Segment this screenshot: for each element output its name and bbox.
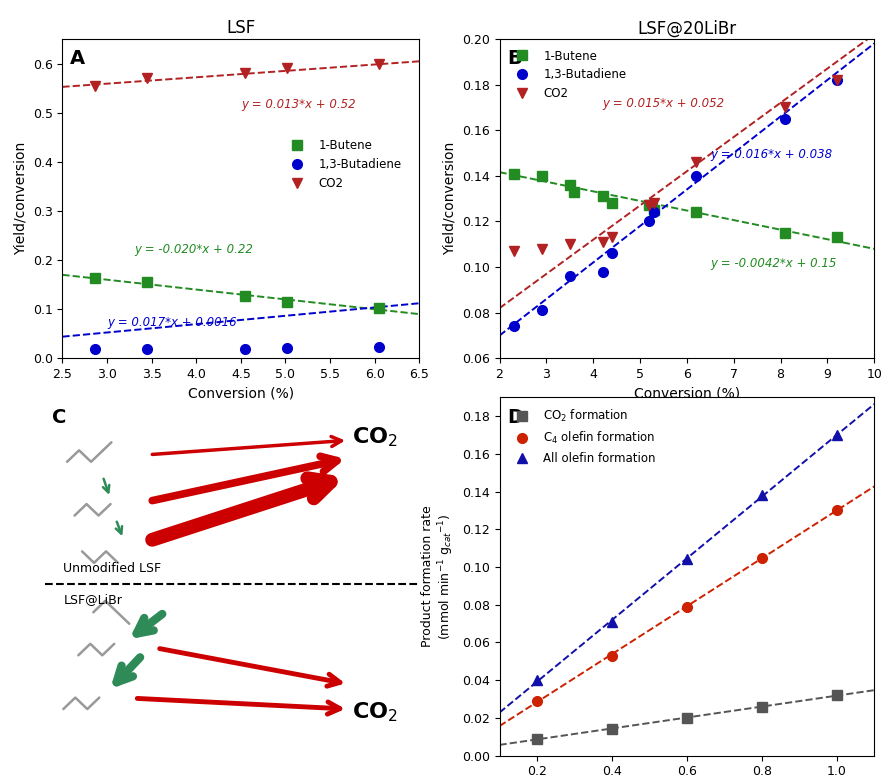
CO2 (644, 201, 655, 210)
1-Butene (240, 292, 251, 301)
CO$_2$ formation (831, 691, 842, 700)
CO$_2$ formation (532, 734, 542, 743)
1-Butene (282, 297, 293, 306)
Y-axis label: Yield/conversion: Yield/conversion (442, 142, 456, 256)
Text: y = 0.015*x + 0.052: y = 0.015*x + 0.052 (603, 97, 724, 111)
Line: CO$_2$ formation: CO$_2$ formation (533, 690, 841, 743)
Text: y = -0.020*x + 0.22: y = -0.020*x + 0.22 (134, 243, 252, 256)
CO$_2$ formation (607, 724, 617, 734)
CO2 (690, 157, 701, 167)
Text: B: B (507, 48, 522, 68)
Text: y = -0.0042*x + 0.15: y = -0.0042*x + 0.15 (710, 257, 837, 270)
C$_4$ olefin formation (607, 651, 617, 661)
Text: y = 0.017*x + 0.0016: y = 0.017*x + 0.0016 (107, 316, 236, 330)
Text: y = 0.016*x + 0.038: y = 0.016*x + 0.038 (710, 147, 832, 160)
1,3-Butadiene (536, 306, 547, 315)
Line: CO2: CO2 (91, 58, 384, 90)
CO2 (240, 69, 251, 78)
CO$_2$ formation (756, 702, 767, 711)
Y-axis label: Product formation rate
(mmol min$^{-1}$ g$_{cat}$$^{-1}$): Product formation rate (mmol min$^{-1}$ … (421, 506, 456, 647)
CO2 (565, 240, 575, 249)
1-Butene (690, 208, 701, 217)
1,3-Butadiene (780, 115, 790, 124)
CO$_2$ formation (681, 714, 692, 723)
1,3-Butadiene (142, 345, 153, 354)
All olefin formation (831, 430, 842, 439)
1-Butene (607, 199, 617, 208)
Legend: CO$_2$ formation, C$_4$ olefin formation, All olefin formation: CO$_2$ formation, C$_4$ olefin formation… (506, 404, 660, 470)
1,3-Butadiene (565, 272, 575, 281)
CO2 (142, 73, 153, 83)
Text: Unmodified LSF: Unmodified LSF (63, 562, 161, 575)
C$_4$ olefin formation (756, 553, 767, 562)
CO2 (648, 199, 659, 208)
1-Butene (565, 180, 575, 189)
CO2 (831, 76, 842, 85)
1-Butene (598, 192, 608, 201)
Legend: 1-Butene, 1,3-Butadiene, CO2: 1-Butene, 1,3-Butadiene, CO2 (506, 45, 631, 105)
X-axis label: Conversion (%): Conversion (%) (634, 386, 739, 400)
Line: All olefin formation: All olefin formation (533, 430, 841, 685)
1-Butene (536, 171, 547, 181)
Legend: 1-Butene, 1,3-Butadiene, CO2: 1-Butene, 1,3-Butadiene, CO2 (281, 134, 406, 195)
CO2 (607, 233, 617, 242)
1,3-Butadiene (90, 344, 101, 354)
1-Butene (142, 277, 153, 287)
1,3-Butadiene (598, 267, 608, 277)
Text: CO$_2$: CO$_2$ (351, 425, 398, 449)
1,3-Butadiene (282, 344, 293, 353)
Line: 1-Butene: 1-Butene (508, 169, 841, 242)
1,3-Butadiene (240, 344, 251, 353)
1-Butene (831, 233, 842, 242)
Text: LSF@LiBr: LSF@LiBr (63, 593, 122, 605)
Line: 1,3-Butadiene: 1,3-Butadiene (508, 75, 841, 331)
1-Butene (644, 201, 655, 210)
Text: C: C (52, 408, 67, 427)
1,3-Butadiene (831, 76, 842, 85)
1-Butene (569, 187, 580, 196)
Line: 1-Butene: 1-Butene (91, 273, 384, 313)
Line: 1,3-Butadiene: 1,3-Butadiene (91, 342, 384, 354)
Line: C$_4$ olefin formation: C$_4$ olefin formation (533, 506, 841, 706)
CO2 (780, 103, 790, 112)
CO2 (374, 59, 384, 69)
All olefin formation (532, 675, 542, 685)
1,3-Butadiene (648, 208, 659, 217)
Y-axis label: Yield/conversion: Yield/conversion (13, 142, 27, 256)
Text: A: A (70, 48, 85, 68)
All olefin formation (756, 491, 767, 500)
X-axis label: Conversion (%): Conversion (%) (188, 386, 293, 400)
Title: LSF@20LiBr: LSF@20LiBr (637, 19, 737, 37)
CO2 (90, 81, 101, 90)
All olefin formation (607, 617, 617, 626)
CO2 (536, 244, 547, 253)
Text: CO$_2$: CO$_2$ (351, 701, 398, 724)
Text: D: D (507, 408, 523, 427)
Title: LSF: LSF (227, 19, 255, 37)
Text: y = 0.013*x + 0.52: y = 0.013*x + 0.52 (241, 97, 356, 111)
CO2 (598, 238, 608, 247)
1,3-Butadiene (374, 342, 384, 351)
1-Butene (508, 169, 519, 178)
Line: CO2: CO2 (508, 75, 841, 256)
C$_4$ olefin formation (681, 602, 692, 612)
All olefin formation (681, 555, 692, 564)
1-Butene (780, 228, 790, 238)
CO2 (508, 246, 519, 256)
1-Butene (374, 304, 384, 313)
1,3-Butadiene (607, 249, 617, 258)
1-Butene (648, 206, 659, 215)
1,3-Butadiene (508, 322, 519, 331)
1,3-Butadiene (644, 217, 655, 226)
C$_4$ olefin formation (831, 506, 842, 515)
C$_4$ olefin formation (532, 696, 542, 706)
1,3-Butadiene (690, 171, 701, 181)
1-Butene (90, 273, 101, 283)
CO2 (282, 64, 293, 73)
